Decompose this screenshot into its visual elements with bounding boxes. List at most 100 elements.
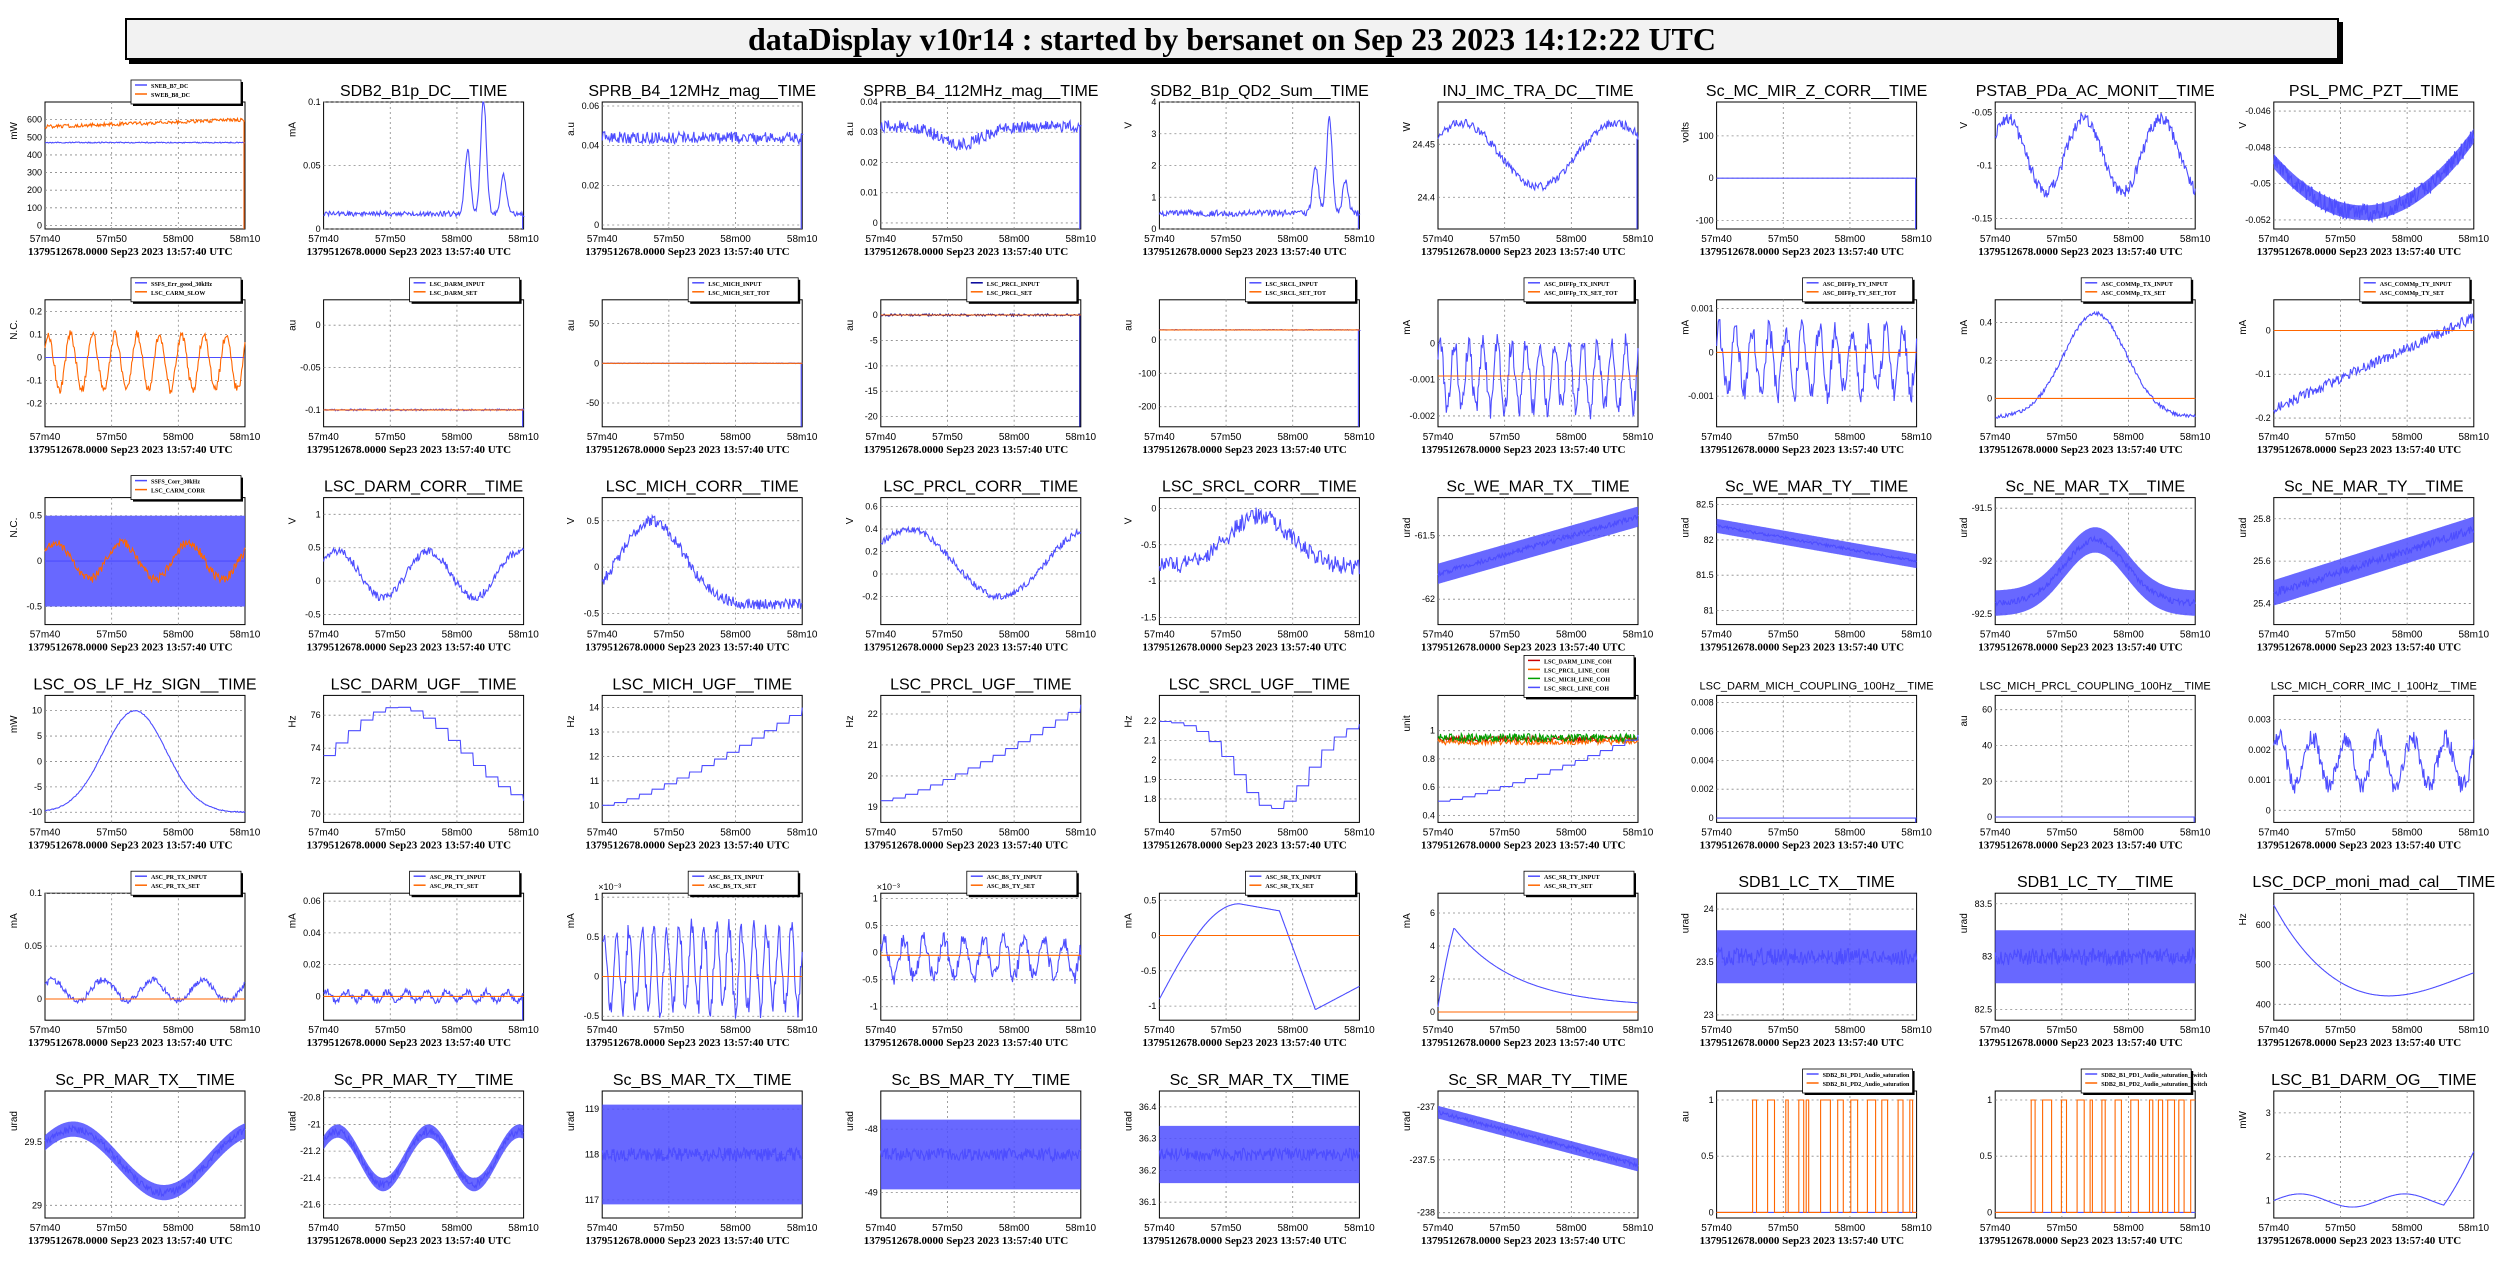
series-line — [880, 1146, 1082, 1163]
x-tick-label: 57m40 — [1423, 827, 1454, 838]
y-tick-label: 0.5 — [1701, 1151, 1714, 1161]
y-tick-label: 0 — [316, 320, 321, 330]
time-label: 1379512678.0000 Sep23 2023 13:57:40 UTC — [1700, 1037, 1904, 1049]
chart-panel: PSTAB_PDa_AC_MONIT__TIME 57m40 57m50 58m00 5… — [1959, 83, 2214, 258]
y-tick-label: 82 — [1704, 535, 1714, 545]
x-tick-label: 57m40 — [2259, 1025, 2290, 1036]
x-tick-label: 57m50 — [2047, 432, 2078, 443]
legend-entry: SNEB_B7_DC — [151, 84, 188, 90]
legend-entry: LSC_SRCL_LINE_COH — [1544, 686, 1609, 692]
time-label: 1379512678.0000 Sep23 2023 13:57:40 UTC — [864, 1235, 1068, 1247]
chart-title: SPRB_B4_12MHz_mag__TIME — [588, 83, 816, 100]
x-tick-label: 57m50 — [1489, 827, 1520, 838]
series-line — [1994, 535, 2196, 607]
y-tick-label: -21.6 — [300, 1200, 321, 1210]
x-tick-label: 58m00 — [2392, 1223, 2423, 1234]
y-tick-label: -0.001 — [1688, 391, 1714, 401]
series-line — [2273, 131, 2475, 224]
x-tick-label: 57m40 — [1423, 630, 1454, 641]
y-tick-label: 0.008 — [1691, 698, 1714, 708]
x-tick-label: 57m50 — [932, 630, 963, 641]
y-tick-label: -0.5 — [26, 601, 42, 611]
series-band — [602, 1104, 803, 1205]
chart-panel: 57m40 57m50 58m00 58m10 -50 0 50 au LSC_MICH_INP… — [566, 277, 818, 456]
x-tick-label: 57m40 — [1980, 432, 2011, 443]
x-tick-label: 57m50 — [2047, 827, 2078, 838]
chart-legend: LSC_DARM_LINE_COH LSC_PRCL_LINE_COH LSC_MI… — [1523, 655, 1636, 700]
legend-box — [1523, 277, 1635, 303]
x-tick-label: 58m10 — [1623, 432, 1654, 443]
chart-panel: 57m40 57m50 58m00 58m10 -20 -15 -10 -5 0 au LSC_PR… — [845, 277, 1097, 456]
y-tick-label: 0.02 — [303, 960, 321, 970]
y-tick-label: 22 — [868, 709, 878, 719]
y-tick-label: 0 — [594, 562, 599, 572]
y-tick-label: 60 — [1982, 705, 1992, 715]
legend-box — [1802, 1068, 1913, 1094]
time-label: 1379512678.0000 Sep23 2023 13:57:40 UTC — [1700, 839, 1904, 851]
series-band — [2273, 128, 2474, 220]
chart-title: SDB1_LC_TY__TIME — [2017, 874, 2174, 891]
y-tick-label: 36.4 — [1139, 1102, 1157, 1112]
series-line — [1158, 1146, 1360, 1163]
series-line — [1994, 946, 2196, 967]
x-tick-label: 57m40 — [1144, 1223, 1175, 1234]
y-axis-label: mA — [1681, 319, 1692, 334]
y-tick-label: -100 — [1696, 216, 1714, 226]
y-tick-label: -0.046 — [2245, 106, 2271, 116]
y-axis-label: au — [1681, 1111, 1692, 1122]
y-tick-label: 200 — [27, 185, 42, 195]
time-label: 1379512678.0000 Sep23 2023 13:57:40 UTC — [1142, 839, 1346, 851]
y-axis-label: mA — [288, 913, 299, 928]
x-tick-label: 58m00 — [2392, 432, 2423, 443]
legend-box — [2080, 1068, 2192, 1094]
y-tick-label: -0.5 — [305, 610, 321, 620]
series-line — [44, 537, 246, 585]
x-tick-label: 58m10 — [230, 432, 261, 443]
legend-box — [2359, 277, 2471, 303]
chart-panel: Sc_MC_MIR_Z_CORR__TIME 57m40 57m50 58m00 58m… — [1681, 83, 1933, 258]
series-line — [880, 118, 1083, 229]
y-tick-label: 0.002 — [1691, 784, 1714, 794]
y-tick-label: 20 — [1982, 776, 1992, 786]
y-tick-label: 83.5 — [1975, 899, 1993, 909]
legend-box — [1802, 277, 1913, 303]
chart-title: LSC_DCP_moni_mad_cal__TIME — [2252, 874, 2495, 891]
y-axis-label: urad — [288, 1111, 299, 1131]
chart-panel: 57m40 57m50 58m00 58m10 0 2 4 6 mA ASC_SR_TY_INPU… — [1402, 870, 1654, 1049]
time-label: 1379512678.0000 Sep23 2023 13:57:40 UTC — [307, 642, 511, 654]
legend-entry: LSC_CARM_CORR — [151, 489, 206, 495]
y-tick-label: 0 — [2266, 325, 2271, 335]
plot-frame — [1437, 1090, 1639, 1219]
chart-title: LSC_MICH_PRCL_COUPLING_100Hz__TIME — [1980, 680, 2211, 692]
x-tick-label: 58m10 — [2180, 1025, 2211, 1036]
time-label: 1379512678.0000 Sep23 2023 13:57:40 UTC — [1142, 642, 1346, 654]
y-tick-label: -0.5 — [862, 975, 878, 985]
x-tick-label: 57m50 — [96, 630, 127, 641]
y-axis-label: mA — [1402, 913, 1413, 928]
legend-entry: SSFS_Err_good_30kHz — [151, 282, 212, 288]
x-tick-label: 57m50 — [1489, 1025, 1520, 1036]
x-tick-label: 58m10 — [787, 630, 818, 641]
y-tick-label: 0.6 — [865, 502, 878, 512]
legend-box — [409, 870, 521, 896]
y-tick-label: 50 — [589, 319, 599, 329]
x-tick-label: 57m40 — [1980, 827, 2011, 838]
chart-legend: SDB2_B1_PD1_Audio_saturation SDB2_B1_PD2_… — [1802, 1068, 1915, 1095]
series-line — [44, 329, 246, 394]
legend-entry: ASC_DIFFp_TY_INPUT — [1823, 282, 1888, 288]
y-tick-label: 0 — [594, 972, 599, 982]
x-tick-label: 57m40 — [1701, 1025, 1732, 1036]
series-band — [880, 1119, 1081, 1190]
chart-title: LSC_B1_DARM_OG__TIME — [2271, 1072, 2476, 1089]
x-tick-label: 57m40 — [308, 1223, 339, 1234]
plot-frame — [323, 1090, 525, 1219]
y-tick-label: -0.1 — [2255, 369, 2271, 379]
x-tick-label: 57m40 — [1144, 1025, 1175, 1036]
series-line — [602, 918, 803, 1019]
y-axis-label: urad — [1123, 1111, 1134, 1131]
y-tick-label: -48 — [865, 1124, 878, 1134]
y-tick-label: -10 — [865, 361, 878, 371]
x-tick-label: 57m50 — [2047, 630, 2078, 641]
y-tick-label: 100 — [1699, 131, 1714, 141]
series-line — [44, 141, 246, 229]
